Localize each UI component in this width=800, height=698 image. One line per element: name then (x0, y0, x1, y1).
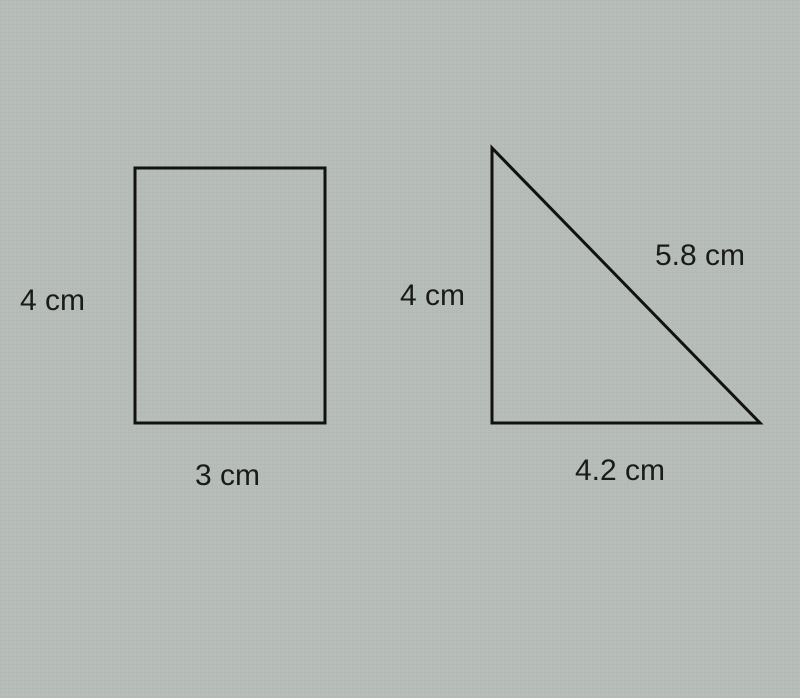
triangle-bottom-label: 4.2 cm (575, 454, 665, 487)
rectangle-left-label: 4 cm (20, 284, 85, 317)
rectangle-bottom-label: 3 cm (195, 459, 260, 492)
grid-area (0, 0, 800, 698)
triangle-hypotenuse-label: 5.8 cm (655, 239, 745, 272)
geometry-diagram: 4 cm 3 cm 4 cm 5.8 cm 4.2 cm (0, 0, 800, 698)
triangle-left-label: 4 cm (400, 279, 465, 312)
